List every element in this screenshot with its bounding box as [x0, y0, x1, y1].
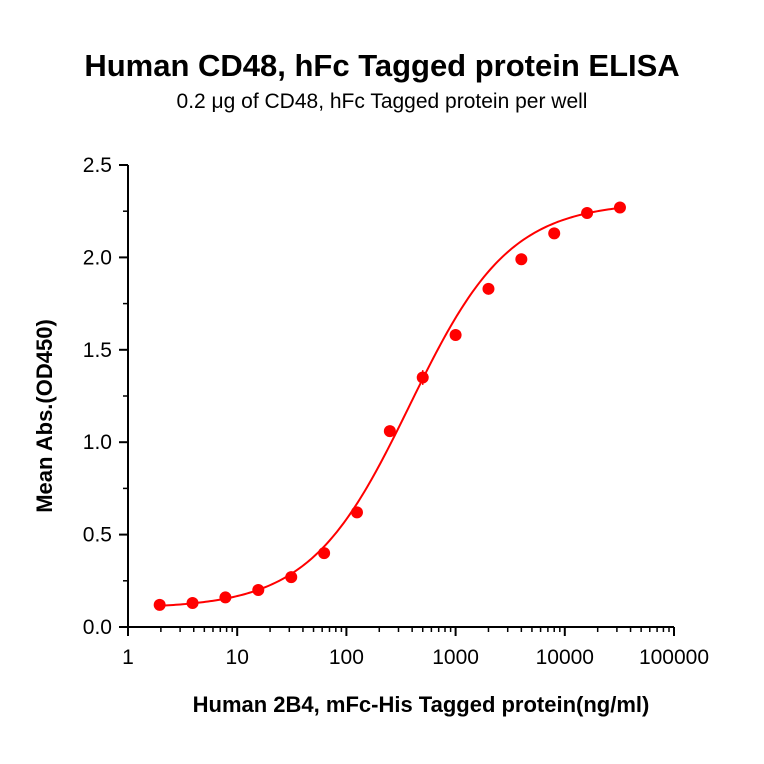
data-point — [613, 201, 626, 214]
x-tick-label: 1 — [122, 646, 134, 669]
data-point — [548, 227, 561, 240]
data-point — [186, 596, 199, 609]
data-point — [383, 425, 396, 438]
chart-subtitle: 0.2 μg of CD48, hFc Tagged protein per w… — [176, 90, 588, 113]
data-points — [153, 201, 626, 611]
x-tick-label: 100000 — [639, 646, 709, 669]
fit-curve — [159, 206, 621, 607]
fit-line — [159, 206, 621, 607]
data-point — [482, 282, 495, 295]
data-point — [515, 253, 528, 266]
data-point — [285, 571, 298, 584]
x-tick-label: 1000 — [432, 646, 479, 669]
y-tick-label: 0.0 — [83, 616, 112, 639]
y-tick-label: 2.0 — [83, 246, 112, 269]
x-tick-label: 10 — [226, 646, 249, 669]
y-axis-label: Mean Abs.(OD450) — [32, 319, 57, 513]
y-tick-label: 2.5 — [83, 154, 112, 177]
x-axis-label: Human 2B4, mFc-His Tagged protein(ng/ml) — [193, 692, 650, 717]
data-point — [153, 598, 166, 611]
ticks: 1 10 100 1000 10000 100000 0.0 0.5 1.0 1.5 2.0 2.5 — [83, 154, 709, 669]
data-point — [416, 371, 429, 384]
data-point — [318, 547, 331, 560]
y-tick-label: 1.0 — [83, 431, 112, 454]
data-point — [252, 584, 265, 597]
x-tick-label: 10000 — [536, 646, 594, 669]
y-tick-label: 1.5 — [83, 339, 112, 362]
data-point — [581, 207, 594, 220]
data-point — [350, 506, 363, 519]
data-point — [449, 329, 462, 342]
data-point — [219, 591, 232, 604]
y-tick-label: 0.5 — [83, 524, 112, 547]
chart-title: Human CD48, hFc Tagged protein ELISA — [84, 48, 680, 83]
x-tick-label: 100 — [329, 646, 364, 669]
axes — [127, 165, 674, 628]
